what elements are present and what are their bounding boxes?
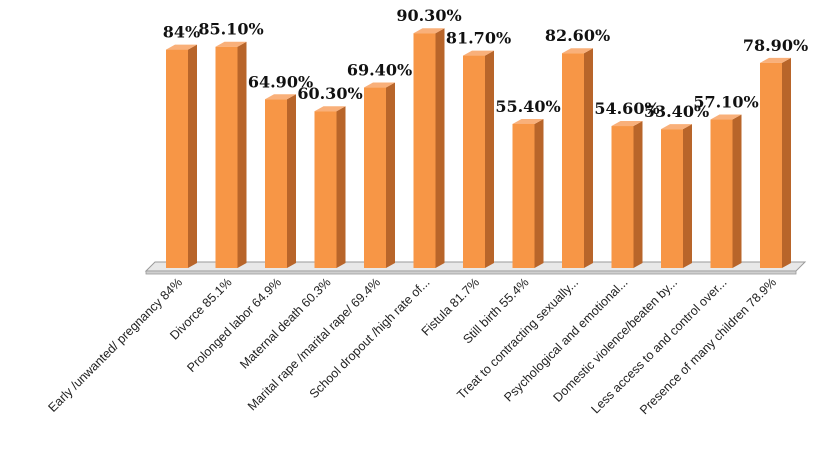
data-label: 85.10% bbox=[198, 20, 263, 39]
bar-side bbox=[336, 106, 346, 268]
bar-side bbox=[732, 114, 742, 268]
bar-front bbox=[710, 119, 733, 268]
bar bbox=[611, 121, 643, 268]
bar-top bbox=[512, 118, 544, 124]
data-label: 81.70% bbox=[446, 29, 511, 48]
bar-front bbox=[661, 129, 683, 268]
category-labels-group: Early /unwanted/ pregnancy 84%Divorce 85… bbox=[46, 275, 780, 417]
data-label: 82.60% bbox=[545, 26, 610, 45]
data-label: 69.40% bbox=[347, 61, 412, 80]
bar-side bbox=[386, 82, 395, 268]
bar-front bbox=[314, 111, 337, 268]
bar-top bbox=[463, 50, 494, 56]
bar-top bbox=[364, 82, 395, 88]
bar-side bbox=[188, 44, 197, 268]
bar bbox=[760, 57, 791, 268]
bar-top bbox=[710, 114, 742, 120]
bar-side bbox=[782, 57, 791, 268]
bar bbox=[413, 28, 445, 268]
bars-group bbox=[166, 28, 791, 269]
bar-front bbox=[166, 49, 188, 268]
bar bbox=[661, 124, 692, 268]
bar-top bbox=[265, 94, 296, 100]
bar-top bbox=[166, 44, 197, 50]
bar-front bbox=[413, 33, 436, 268]
bar-front bbox=[611, 126, 634, 268]
bar-top bbox=[215, 41, 247, 47]
bar bbox=[166, 44, 197, 268]
bar-front bbox=[215, 46, 238, 268]
bar-side bbox=[485, 50, 494, 268]
bar-top bbox=[562, 48, 593, 54]
bar-side bbox=[237, 41, 247, 268]
bar-side bbox=[435, 28, 445, 268]
bar bbox=[463, 50, 494, 268]
data-labels-group: 84%85.10% 64.90%60.30% 69.40% 90.30% 81.70% 5… bbox=[163, 6, 808, 121]
data-label: 64.90% bbox=[248, 72, 313, 91]
bar-front bbox=[265, 99, 287, 268]
category-label: Prolonged labor 64.9% bbox=[184, 275, 284, 375]
bar bbox=[265, 94, 296, 268]
bar-top bbox=[611, 121, 643, 127]
data-label: 90.30% bbox=[396, 6, 461, 25]
bar-top bbox=[314, 106, 346, 112]
bar-top bbox=[760, 57, 791, 63]
bar bbox=[562, 48, 593, 268]
chart-floor-edge bbox=[145, 270, 797, 275]
bar-front bbox=[760, 62, 782, 268]
bar bbox=[512, 118, 544, 269]
bar-front bbox=[562, 53, 584, 268]
category-label: Early /unwanted/ pregnancy 84% bbox=[46, 275, 186, 415]
data-label: 54.60% bbox=[594, 99, 659, 118]
data-label: 55.40% bbox=[495, 97, 560, 116]
bar-front bbox=[364, 87, 386, 268]
bar-side bbox=[287, 94, 296, 268]
bar-top bbox=[661, 124, 692, 130]
bar-top bbox=[413, 28, 445, 34]
data-label: 60.30% bbox=[297, 84, 362, 103]
category-label: Maternal death 60.3% bbox=[237, 275, 333, 371]
data-label: 53.40% bbox=[644, 102, 709, 121]
bar bbox=[710, 114, 742, 268]
bar-side bbox=[683, 124, 692, 268]
bar-side bbox=[633, 121, 643, 268]
bar bbox=[364, 82, 395, 268]
bar bbox=[314, 106, 346, 268]
data-label: 84% bbox=[163, 23, 200, 42]
bar-front bbox=[463, 55, 485, 268]
bar bbox=[215, 41, 247, 268]
bar-side bbox=[584, 48, 593, 268]
bar-front bbox=[512, 123, 535, 269]
data-label: 78.90% bbox=[743, 36, 808, 55]
data-label: 57.10% bbox=[693, 93, 758, 112]
bar-side bbox=[534, 118, 544, 269]
